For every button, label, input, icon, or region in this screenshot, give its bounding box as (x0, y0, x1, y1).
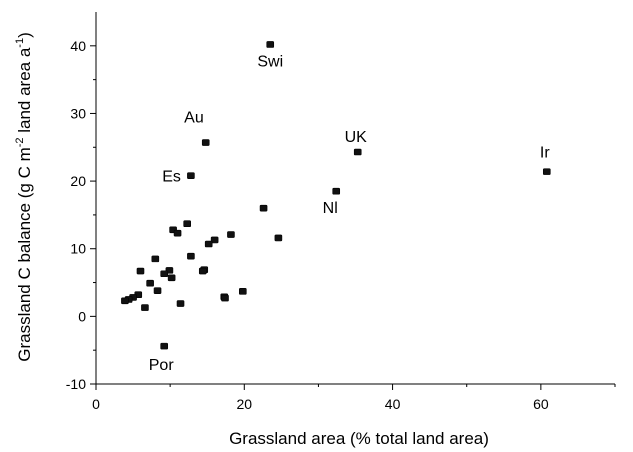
data-point-label: Ir (540, 145, 550, 162)
data-point (332, 187, 341, 195)
data-point (136, 267, 145, 275)
data-point-label: Au (184, 110, 204, 127)
x-tick-label: 60 (533, 396, 549, 412)
data-point (227, 231, 235, 238)
y-axis-title-part3: ) (15, 32, 34, 38)
y-axis-title-sup1: -2 (14, 137, 26, 147)
data-point (187, 172, 195, 179)
y-axis-title: Grassland C balance (g C m-2 land area a… (14, 32, 34, 362)
data-point (167, 274, 176, 282)
data-point-label: Nl (323, 200, 338, 217)
y-axis-title-part1: Grassland C balance (g C m (15, 147, 34, 361)
data-point (204, 240, 213, 248)
data-point (151, 255, 160, 263)
data-point-label: Swi (257, 53, 283, 70)
x-tick-label: 20 (236, 396, 252, 412)
data-point-label: UK (345, 129, 368, 146)
y-tick-label: -10 (66, 376, 86, 392)
data-point (542, 168, 551, 175)
data-point (221, 294, 229, 302)
data-points (121, 41, 551, 350)
x-tick-label: 0 (92, 396, 100, 412)
y-tick-label: 10 (70, 241, 86, 257)
data-point (210, 236, 219, 244)
data-point (141, 304, 149, 311)
data-point (160, 270, 169, 278)
data-point (176, 300, 185, 307)
x-axis-title: Grassland area (% total land area) (229, 429, 489, 448)
data-point (198, 267, 207, 275)
data-point (153, 287, 162, 294)
y-axis-title-part2: land area a (15, 47, 34, 137)
data-point (266, 41, 275, 48)
data-point (160, 342, 169, 350)
data-point (201, 139, 210, 146)
y-tick-label: 20 (70, 173, 86, 189)
axes: 0 20 40 60 -10 0 10 20 30 40 (66, 12, 616, 412)
y-tick-label: 40 (70, 38, 86, 54)
data-point-label: Es (162, 169, 181, 186)
data-point (146, 279, 154, 287)
y-axis-title-sup2: -1 (14, 38, 26, 48)
data-point (183, 220, 191, 228)
data-point (274, 234, 283, 242)
data-point (173, 229, 182, 237)
data-point (187, 252, 195, 260)
data-point (259, 204, 268, 212)
point-labels: Swi Au UK Es Ir Nl Por (149, 53, 551, 374)
data-point-label: Por (149, 357, 175, 374)
data-point (121, 297, 129, 305)
x-tick-label: 40 (385, 396, 401, 412)
data-point (353, 148, 362, 156)
y-tick-label: 30 (70, 105, 86, 121)
y-tick-label: 0 (78, 308, 86, 324)
data-point (239, 288, 247, 295)
